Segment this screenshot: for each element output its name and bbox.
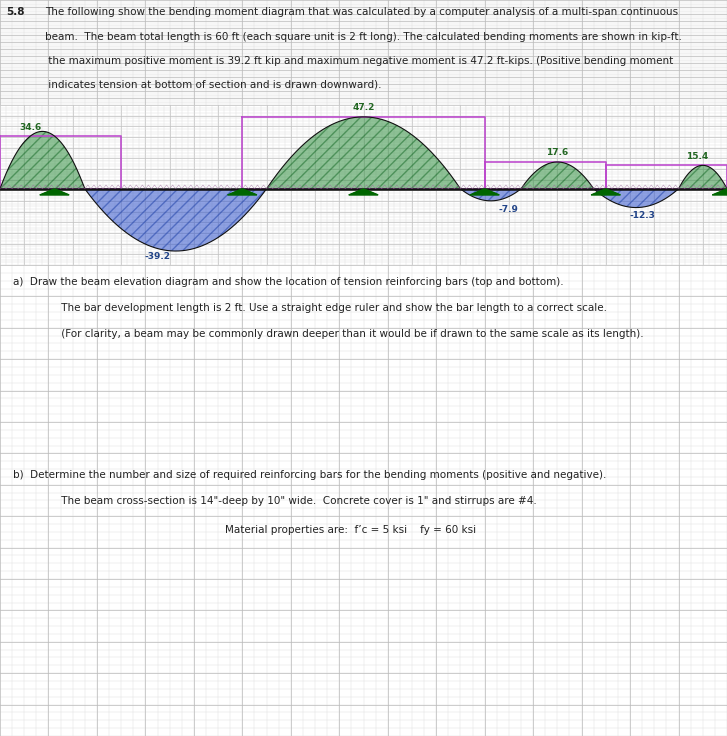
Text: 15.4: 15.4 xyxy=(686,152,708,160)
Polygon shape xyxy=(349,189,378,195)
Text: 34.6: 34.6 xyxy=(19,122,41,132)
Polygon shape xyxy=(591,189,620,195)
Text: Material properties are:  f’c = 5 ksi    fy = 60 ksi: Material properties are: f’c = 5 ksi fy … xyxy=(225,526,476,536)
Text: -39.2: -39.2 xyxy=(145,252,171,261)
Text: 17.6: 17.6 xyxy=(546,149,569,158)
Polygon shape xyxy=(712,189,727,195)
Text: indicates tension at bottom of section and is drawn downward).: indicates tension at bottom of section a… xyxy=(45,79,382,90)
Text: 5.8: 5.8 xyxy=(6,7,24,18)
Text: The following show the bending moment diagram that was calculated by a computer : The following show the bending moment di… xyxy=(45,7,678,18)
Text: a)  Draw the beam elevation diagram and show the location of tension reinforcing: a) Draw the beam elevation diagram and s… xyxy=(13,277,563,287)
Polygon shape xyxy=(228,189,257,195)
Text: b)  Determine the number and size of required reinforcing bars for the bending m: b) Determine the number and size of requ… xyxy=(13,470,606,480)
Text: -12.3: -12.3 xyxy=(630,211,655,220)
Text: (For clarity, a beam may be commonly drawn deeper than it would be if drawn to t: (For clarity, a beam may be commonly dra… xyxy=(45,328,643,339)
Text: beam.  The beam total length is 60 ft (each square unit is 2 ft long). The calcu: beam. The beam total length is 60 ft (ea… xyxy=(45,32,682,41)
Text: the maximum positive moment is 39.2 ft kip and maximum negative moment is 47.2 f: the maximum positive moment is 39.2 ft k… xyxy=(45,56,673,66)
Polygon shape xyxy=(470,189,499,195)
Text: -7.9: -7.9 xyxy=(499,205,519,213)
Text: The beam cross-section is 14"-deep by 10" wide.  Concrete cover is 1" and stirru: The beam cross-section is 14"-deep by 10… xyxy=(45,496,537,506)
Polygon shape xyxy=(40,189,69,195)
Text: 47.2: 47.2 xyxy=(353,103,374,113)
Text: The bar development length is 2 ft. Use a straight edge ruler and show the bar l: The bar development length is 2 ft. Use … xyxy=(45,302,607,313)
